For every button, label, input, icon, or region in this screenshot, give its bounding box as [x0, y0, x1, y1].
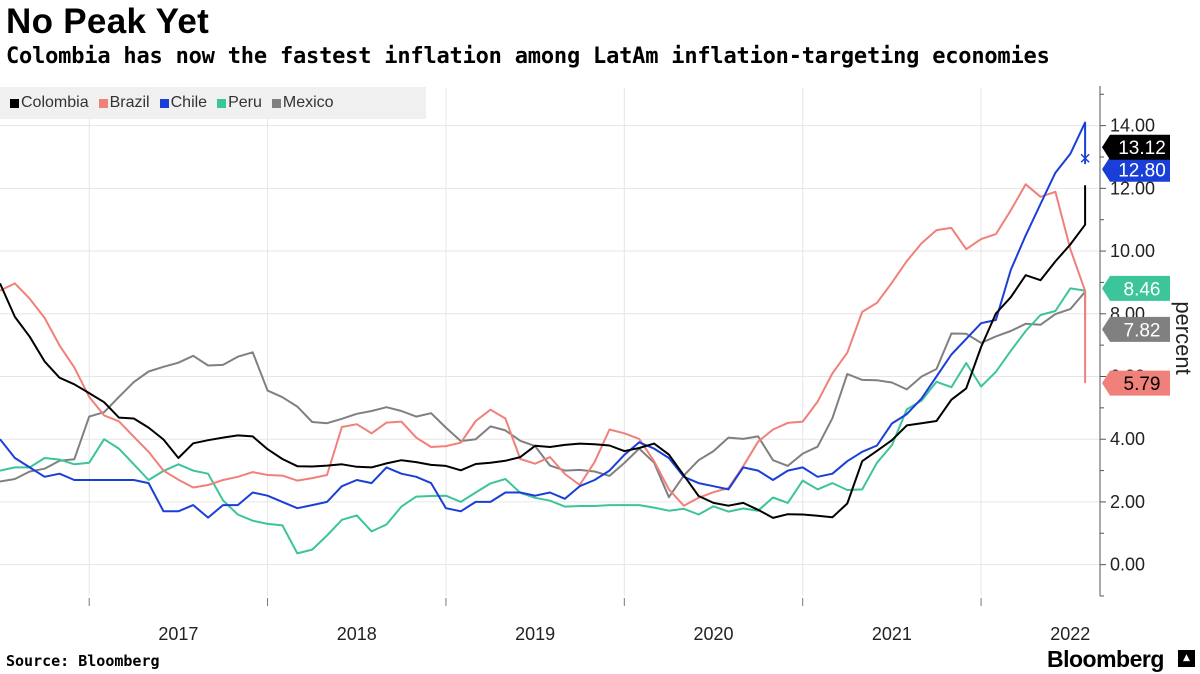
x-tick-label: 2019	[515, 624, 555, 644]
legend-swatch	[159, 98, 169, 108]
series-lines	[0, 121, 1087, 555]
legend-item-colombia: Colombia	[10, 94, 89, 112]
legend-label: Chile	[170, 94, 208, 111]
x-tick-label: 2022	[1050, 624, 1090, 644]
callout-value: 7.82	[1124, 320, 1161, 341]
legend: Colombia Brazil Chile Peru Mexico	[0, 87, 426, 119]
legend-swatch	[271, 98, 281, 108]
legend-swatch	[98, 98, 108, 108]
x-tick-label: 2021	[872, 624, 912, 644]
callout-value: 13.12	[1118, 138, 1166, 159]
y-tick-label: 4.00	[1110, 429, 1145, 449]
chart-title: No Peak Yet	[6, 2, 210, 41]
callout-value: 12.80	[1118, 160, 1166, 181]
legend-item-peru: Peru	[217, 94, 262, 112]
x-tick-label: 2020	[693, 624, 733, 644]
x-tick-label: 2017	[158, 624, 198, 644]
y-tick-label: 12.00	[1110, 178, 1155, 198]
callout-peru: 8.46	[1102, 275, 1170, 301]
callout-box	[1102, 275, 1170, 301]
legend-item-brazil: Brazil	[98, 94, 150, 112]
legend-swatch	[217, 98, 227, 108]
terminal-icon: ▲	[1178, 650, 1195, 667]
legend-item-mexico: Mexico	[271, 94, 334, 112]
callout-value: 5.79	[1124, 374, 1161, 395]
series-line-peru	[0, 287, 1087, 555]
series-line-chile	[0, 121, 1087, 519]
legend-label: Brazil	[109, 94, 150, 111]
callout-value: 8.46	[1124, 279, 1161, 300]
callout-mexico: 7.82	[1102, 316, 1170, 342]
legend-item-chile: Chile	[159, 94, 208, 112]
y-tick-label: 0.00	[1110, 555, 1145, 575]
callout-box	[1102, 316, 1170, 342]
series-line-brazil	[0, 183, 1087, 507]
legend-label: Colombia	[21, 94, 89, 111]
x-axis: 2017 2018 2019 2020 2021 2022	[88, 598, 1090, 644]
source-note: Source: Bloomberg	[6, 652, 160, 670]
grid-lines	[0, 88, 1100, 596]
callout-brazil: 5.79	[1102, 370, 1170, 396]
legend-swatch	[10, 98, 19, 108]
callout-chile: 12.80	[1102, 156, 1170, 182]
callout-colombia: 13.12	[1102, 134, 1170, 160]
y-axis-label: percent	[1171, 301, 1196, 374]
x-tick-label: 2018	[337, 624, 377, 644]
callout-box	[1102, 156, 1170, 182]
callout-box	[1102, 370, 1170, 396]
series-line-mexico	[0, 290, 1087, 499]
y-tick-label: 10.00	[1110, 241, 1155, 261]
legend-label: Mexico	[282, 94, 334, 111]
y-tick-label: 14.00	[1110, 116, 1155, 136]
end-marker-icon	[1080, 153, 1090, 163]
series-line-colombia	[0, 185, 1087, 519]
brand-logo: Bloomberg	[1047, 646, 1164, 672]
legend-label: Peru	[228, 94, 262, 111]
callout-box	[1102, 134, 1170, 160]
y-tick-label: 2.00	[1110, 492, 1145, 512]
chart-subtitle: Colombia has now the fastest inflation a…	[6, 44, 1050, 69]
